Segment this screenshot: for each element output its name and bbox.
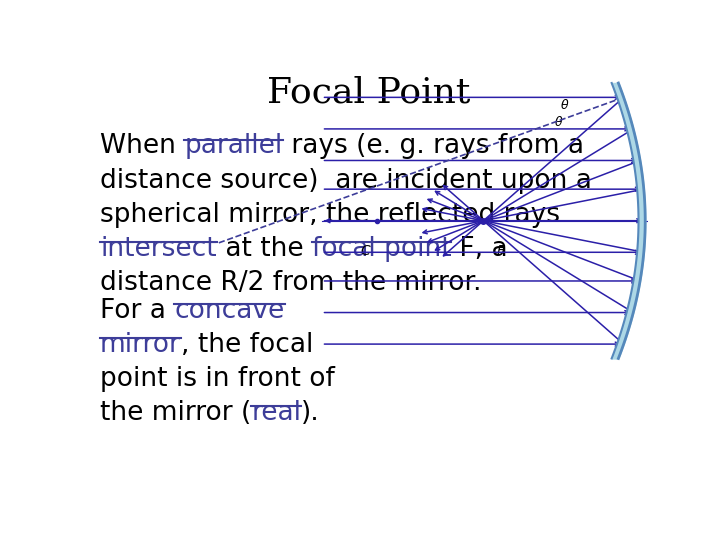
Text: spherical mirror, the reflected rays: spherical mirror, the reflected rays xyxy=(100,201,560,227)
Text: C: C xyxy=(361,244,370,258)
Text: When: When xyxy=(100,133,184,159)
Text: intersect: intersect xyxy=(100,235,217,262)
Text: concave: concave xyxy=(174,298,284,323)
Text: θ: θ xyxy=(561,99,569,112)
Text: ).: ). xyxy=(301,400,320,426)
Text: Focal Point: Focal Point xyxy=(267,75,471,109)
Text: , the focal: , the focal xyxy=(181,332,313,357)
Text: F: F xyxy=(496,244,504,258)
Text: θ: θ xyxy=(554,116,562,129)
Text: mirror: mirror xyxy=(100,332,181,357)
Text: distance R/2 from the mirror.: distance R/2 from the mirror. xyxy=(100,270,482,296)
Text: distance source)  are incident upon a: distance source) are incident upon a xyxy=(100,167,592,193)
Text: rays (e. g. rays from a: rays (e. g. rays from a xyxy=(282,133,583,159)
Text: focal point: focal point xyxy=(312,235,451,262)
Text: the mirror (: the mirror ( xyxy=(100,400,251,426)
Text: For a: For a xyxy=(100,298,174,323)
Text: real: real xyxy=(251,400,301,426)
Text: at the: at the xyxy=(217,235,312,262)
Text: F, a: F, a xyxy=(451,235,508,262)
Text: parallel: parallel xyxy=(184,133,282,159)
Text: point is in front of: point is in front of xyxy=(100,366,335,392)
